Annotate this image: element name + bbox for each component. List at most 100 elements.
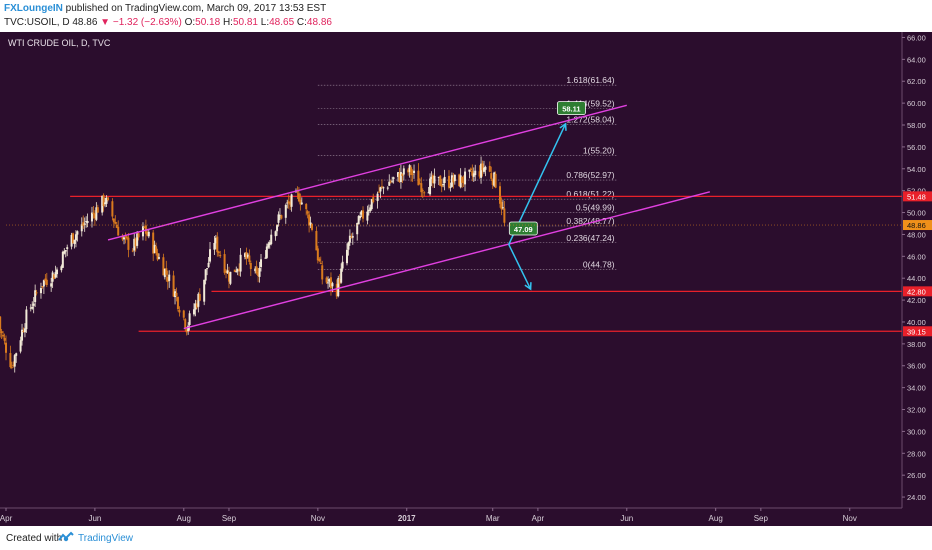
candle-down [178, 310, 181, 313]
level-price-label: 42.80 [907, 287, 926, 296]
candle-down [219, 254, 222, 257]
publish-info: FXLoungeIN published on TradingView.com,… [4, 3, 326, 14]
candle-down [165, 268, 168, 275]
candle-down [217, 251, 220, 254]
target-callout-label: 47.09 [514, 225, 533, 234]
candle-up [265, 246, 268, 258]
candle-down [115, 224, 118, 228]
candle-up [80, 224, 83, 232]
candle-down [398, 173, 401, 182]
candle-down [410, 167, 413, 175]
candle-down [481, 163, 484, 171]
price-chart[interactable]: WTI CRUDE OIL, D, TVC 24.00 26.00 28.00 30.… [0, 32, 932, 526]
fib-level-label: 0.786(52.97) [566, 170, 614, 180]
candle-up [239, 254, 242, 272]
tradingview-logo-icon [58, 531, 74, 542]
candle-up [21, 329, 24, 341]
candle-up [104, 202, 107, 205]
candle-up [136, 233, 139, 246]
candle-up [468, 169, 471, 172]
candle-down [166, 277, 169, 282]
candle-down [462, 181, 465, 183]
candle-up [359, 215, 362, 219]
candle-down [311, 224, 314, 230]
candle-down [329, 277, 332, 289]
candle-down [439, 175, 442, 186]
candle-up [360, 210, 363, 215]
candle-up [370, 199, 373, 209]
arrow-head-icon [559, 122, 567, 131]
y-tick-label: 58.00 [907, 121, 926, 130]
candle-down [216, 236, 219, 253]
candle-up [187, 325, 190, 331]
candle-down [378, 191, 381, 193]
candle-up [449, 186, 452, 188]
low-value: 48.65 [269, 17, 295, 28]
candle-up [366, 211, 369, 221]
candle-down [9, 353, 12, 368]
author-link[interactable]: FXLoungeIN [4, 3, 63, 14]
candle-down [93, 213, 96, 219]
candle-down [227, 272, 230, 282]
candle-up [493, 172, 496, 186]
candle-up [85, 221, 88, 223]
candle-up [204, 269, 207, 281]
candle-down [195, 303, 198, 308]
candle-down [117, 226, 120, 236]
y-tick-label: 26.00 [907, 471, 926, 480]
y-tick-label: 54.00 [907, 165, 926, 174]
candle-down [155, 246, 158, 254]
price-axis[interactable] [902, 32, 932, 526]
candle-down [458, 174, 461, 187]
candle-down [134, 238, 137, 247]
candle-up [453, 174, 456, 182]
candle-up [83, 223, 86, 225]
candle-up [203, 279, 206, 302]
candle-up [34, 290, 37, 303]
candle-up [464, 171, 467, 185]
candle-down [5, 342, 7, 353]
y-tick-label: 60.00 [907, 99, 926, 108]
candle-down [499, 186, 502, 204]
candle-down [490, 173, 493, 179]
candle-up [442, 184, 445, 186]
candle-up [64, 250, 67, 252]
candle-down [143, 226, 146, 228]
candle-up [86, 220, 89, 223]
candle-up [19, 340, 22, 352]
candle-up [243, 253, 246, 257]
candle-up [482, 167, 485, 172]
x-tick-label: Aug [709, 514, 723, 523]
candle-up [399, 172, 402, 183]
candle-up [60, 266, 63, 271]
candle-down [257, 272, 260, 276]
candle-up [274, 231, 277, 237]
chart-footer: Created with TradingView [0, 526, 932, 550]
projection-arrow-line[interactable] [508, 244, 532, 290]
candle-up [147, 231, 150, 237]
candle-down [335, 283, 338, 297]
candle-down [338, 279, 341, 284]
candle-down [350, 236, 353, 238]
chart-area[interactable]: WTI CRUDE OIL, D, TVC 24.00 26.00 28.00 30.… [0, 32, 932, 526]
candle-up [337, 278, 340, 297]
x-tick-label: Apr [0, 514, 13, 523]
x-tick-label: Sep [754, 514, 769, 523]
channel-lower-line[interactable] [183, 191, 711, 330]
candle-up [158, 257, 161, 259]
candle-down [471, 171, 474, 176]
channel-upper-line[interactable] [107, 104, 627, 241]
candle-up [357, 216, 360, 225]
candle-down [0, 331, 3, 334]
target-callout-box[interactable] [557, 101, 586, 115]
candle-down [146, 232, 149, 236]
last-price: 48.86 [72, 17, 98, 28]
y-tick-label: 52.00 [907, 187, 926, 196]
candle-down [308, 214, 311, 226]
candle-up [66, 247, 69, 250]
y-tick-label: 34.00 [907, 384, 926, 393]
candle-down [305, 204, 308, 210]
candle-down [318, 258, 321, 262]
y-tick-label: 36.00 [907, 362, 926, 371]
tradingview-brand[interactable]: TradingView [78, 533, 134, 544]
